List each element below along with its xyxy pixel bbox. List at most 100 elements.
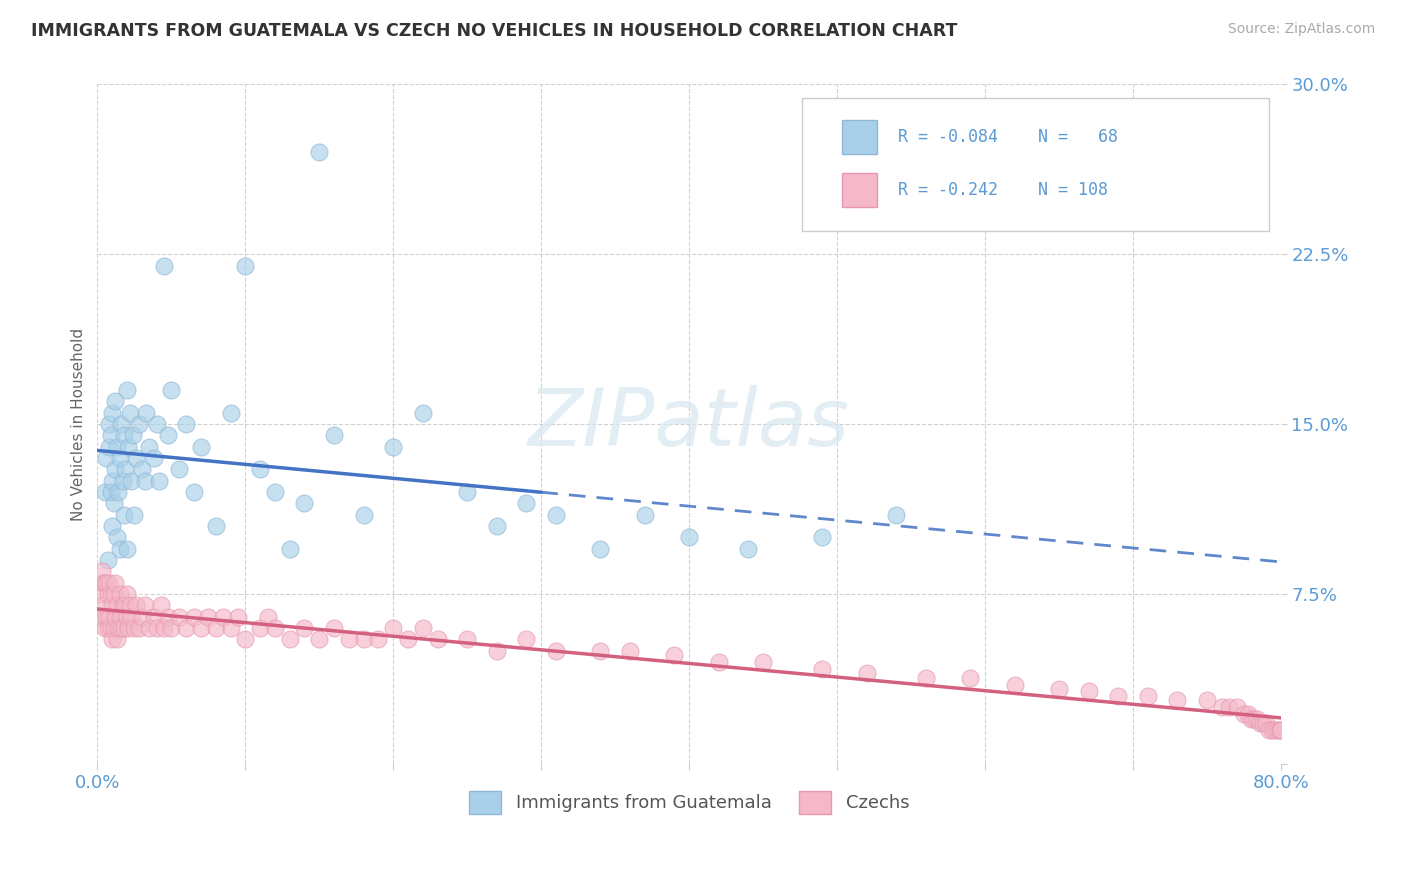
Point [589, 643, 612, 657]
Point [544, 643, 567, 657]
Point [101, 406, 124, 420]
Point [115, 541, 138, 556]
Point [204, 519, 226, 533]
Point [382, 440, 405, 454]
Point [811, 662, 834, 676]
Text: R = -0.242    N = 108: R = -0.242 N = 108 [897, 181, 1108, 199]
Point [138, 621, 160, 635]
Point [308, 145, 330, 160]
Point [367, 632, 389, 647]
Point [219, 621, 242, 635]
Point [117, 440, 139, 454]
Point [124, 621, 146, 635]
Point [294, 621, 316, 635]
Point [90, 565, 112, 579]
Point [149, 599, 172, 613]
Point [110, 621, 132, 635]
Legend: Immigrants from Guatemala, Czechs: Immigrants from Guatemala, Czechs [460, 781, 918, 822]
Point [915, 671, 938, 685]
Point [111, 599, 134, 613]
Point [125, 599, 148, 613]
Point [1195, 693, 1218, 707]
Point [134, 599, 156, 613]
Point [107, 621, 129, 635]
Point [134, 474, 156, 488]
Point [1256, 716, 1278, 731]
Point [174, 621, 197, 635]
Point [1270, 723, 1292, 737]
Point [128, 621, 150, 635]
Point [183, 609, 205, 624]
Point [153, 259, 176, 273]
Point [294, 496, 316, 510]
Point [1268, 723, 1291, 737]
Point [108, 587, 131, 601]
Point [105, 599, 128, 613]
Point [94, 485, 117, 500]
Point [204, 621, 226, 635]
Point [1107, 689, 1129, 703]
Point [97, 621, 120, 635]
Point [1240, 712, 1263, 726]
Point [382, 621, 405, 635]
Point [264, 485, 287, 500]
Point [959, 671, 981, 685]
Point [120, 474, 142, 488]
Point [135, 406, 157, 420]
Point [337, 632, 360, 647]
Point [105, 440, 128, 454]
Point [544, 508, 567, 522]
Point [1166, 693, 1188, 707]
Point [112, 621, 135, 635]
FancyBboxPatch shape [842, 120, 877, 153]
Point [104, 394, 127, 409]
Y-axis label: No Vehicles in Household: No Vehicles in Household [72, 327, 86, 521]
Point [114, 462, 136, 476]
Point [101, 474, 124, 488]
Point [278, 541, 301, 556]
Point [634, 508, 657, 522]
Point [233, 259, 256, 273]
Point [1249, 716, 1271, 731]
Point [115, 383, 138, 397]
Point [108, 451, 131, 466]
Point [456, 485, 478, 500]
Point [226, 609, 249, 624]
Point [886, 508, 908, 522]
Point [94, 621, 117, 635]
Point [157, 609, 180, 624]
Point [515, 496, 537, 510]
Point [1258, 723, 1281, 737]
Point [1226, 700, 1249, 714]
Point [323, 621, 346, 635]
Point [115, 609, 138, 624]
Point [125, 451, 148, 466]
Point [124, 508, 146, 522]
Point [167, 462, 190, 476]
Point [1246, 712, 1268, 726]
Point [101, 519, 124, 533]
Point [98, 440, 121, 454]
Point [1237, 706, 1260, 721]
Point [1211, 700, 1233, 714]
Text: R = -0.084    N =   68: R = -0.084 N = 68 [897, 128, 1118, 145]
Point [323, 428, 346, 442]
Point [1261, 723, 1284, 737]
Point [97, 587, 120, 601]
Point [112, 428, 135, 442]
Point [1251, 716, 1274, 731]
Point [197, 609, 219, 624]
FancyBboxPatch shape [842, 173, 877, 207]
Point [752, 655, 775, 669]
Point [183, 485, 205, 500]
Point [91, 599, 114, 613]
Point [97, 553, 120, 567]
Point [91, 575, 114, 590]
Point [1267, 723, 1289, 737]
Point [115, 587, 138, 601]
Point [96, 609, 118, 624]
Point [103, 621, 125, 635]
Point [111, 474, 134, 488]
Point [1243, 712, 1265, 726]
Point [104, 575, 127, 590]
